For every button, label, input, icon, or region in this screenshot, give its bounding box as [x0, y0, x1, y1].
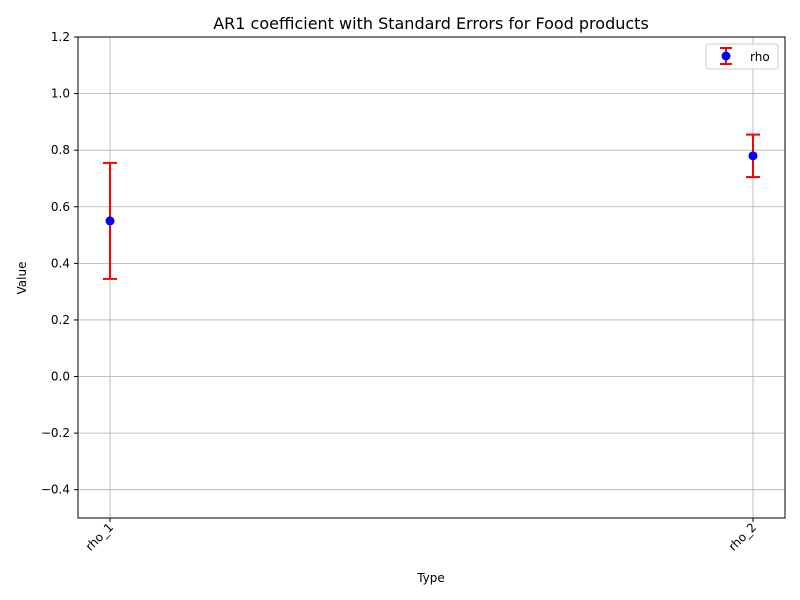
legend-box: [705, 43, 779, 70]
y-tick-label: 0.6: [51, 200, 70, 214]
data-point: [748, 151, 758, 161]
y-tick-label: 0.4: [51, 256, 70, 270]
legend-label: rho: [750, 50, 770, 64]
legend-marker: [721, 51, 731, 61]
y-tick-label: 0.2: [51, 313, 70, 327]
y-tick-label: 1.2: [51, 30, 70, 44]
y-tick-label: 0.8: [51, 143, 70, 157]
y-tick-label: −0.2: [41, 426, 70, 440]
x-axis-label: Type: [416, 571, 445, 585]
legend: rho: [705, 43, 779, 70]
data-point: [105, 216, 115, 226]
marks: [103, 133, 760, 280]
y-tick-label: 0.0: [51, 370, 70, 384]
y-axis-label: Value: [15, 262, 29, 295]
chart-title: AR1 coefficient with Standard Errors for…: [213, 14, 649, 33]
y-tick-label: −0.4: [41, 483, 70, 497]
plot-frame: [77, 36, 786, 519]
y-tick-label: 1.0: [51, 87, 70, 101]
